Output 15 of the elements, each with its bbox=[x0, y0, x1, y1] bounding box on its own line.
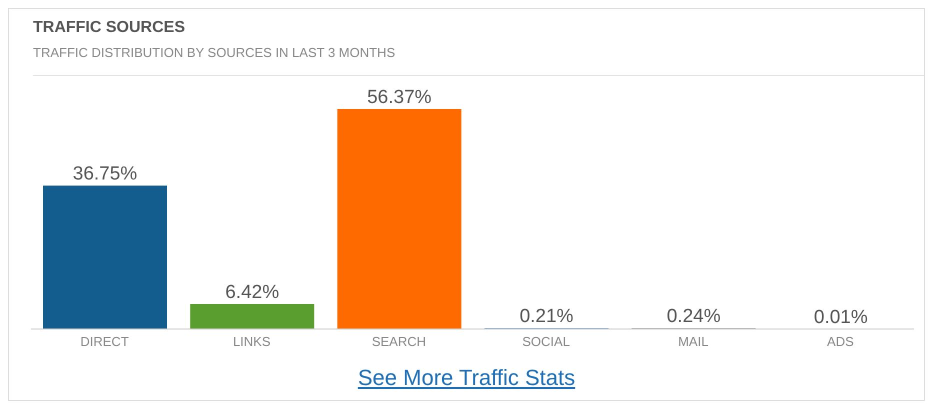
data-label: 56.37% bbox=[367, 87, 432, 108]
x-tick-label: DIRECT bbox=[80, 334, 129, 350]
text: See More Traffic Stats bbox=[356, 365, 576, 391]
data-label: 0.01% bbox=[814, 306, 868, 328]
chart-title: TRAFFIC SOURCES bbox=[33, 19, 185, 37]
x-tick-label: MAIL bbox=[678, 334, 708, 350]
x-tick-label: ADS bbox=[827, 334, 854, 350]
x-tick-label: SEARCH bbox=[372, 334, 426, 350]
data-label: 0.24% bbox=[666, 306, 721, 328]
chart-subtitle: TRAFFIC DISTRIBUTION BY SOURCES IN LAST 3 MONTHS bbox=[33, 45, 396, 60]
data-label: 6.42% bbox=[225, 282, 280, 303]
data-label: 0.21% bbox=[520, 306, 574, 328]
x-tick-label: LINKS bbox=[232, 334, 271, 350]
x-tick-label: SOCIAL bbox=[522, 334, 570, 350]
data-label: 36.75% bbox=[72, 164, 138, 185]
